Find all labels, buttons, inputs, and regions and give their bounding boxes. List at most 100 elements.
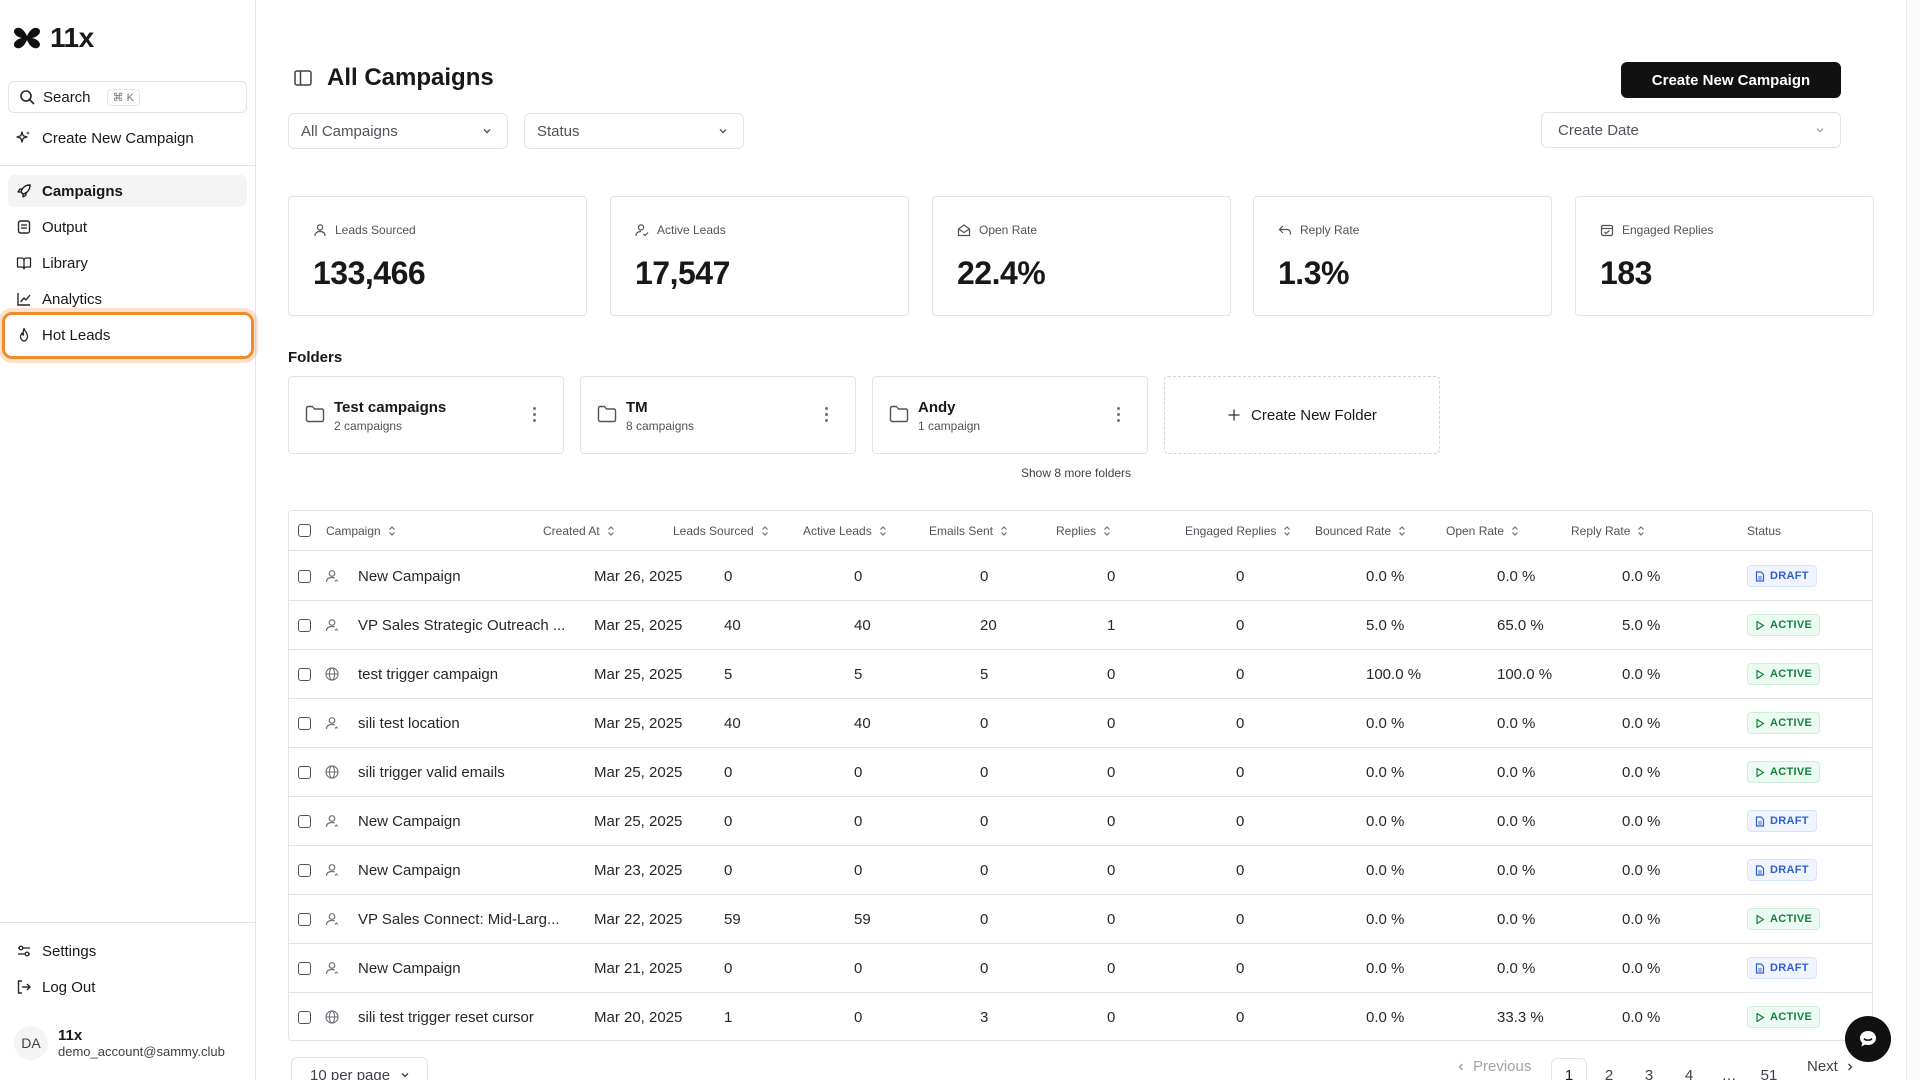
row-checkbox[interactable] [298, 619, 311, 632]
folder-card[interactable]: Test campaigns 2 campaigns [288, 376, 564, 454]
table-cell: Mar 20, 2025 [594, 1009, 683, 1026]
status-badge: ACTIVE [1747, 1006, 1821, 1028]
campaign-name[interactable]: sili test location [358, 715, 460, 732]
table-row[interactable]: New Campaign Mar 21, 2025 0 0 0 0 0 0.0 % 0.0 % 0… [289, 944, 1872, 993]
create-folder-button[interactable]: Create New Folder [1164, 376, 1440, 454]
date-sort-select[interactable]: Create Date [1541, 112, 1841, 148]
sidebar-item-label: Library [42, 254, 88, 272]
page-button-2[interactable]: 2 [1604, 1066, 1614, 1080]
sidebar-create-campaign[interactable]: Create New Campaign [8, 122, 247, 154]
status-badge-label: ACTIVE [1770, 1011, 1813, 1023]
table-row[interactable]: New Campaign Mar 25, 2025 0 0 0 0 0 0.0 % 0.0 % 0… [289, 797, 1872, 846]
column-header[interactable]: Active Leads [803, 524, 888, 538]
campaign-name[interactable]: sili trigger valid emails [358, 764, 505, 781]
row-checkbox[interactable] [298, 864, 311, 877]
sidebar-item-analytics[interactable]: Analytics [8, 283, 247, 315]
table-cell: 0.0 % [1622, 862, 1661, 879]
sidebar-create-label: Create New Campaign [42, 129, 194, 147]
campaign-name[interactable]: test trigger campaign [358, 666, 499, 683]
show-more-folders-link[interactable]: Show 8 more folders [1021, 466, 1132, 480]
sort-icon [1104, 526, 1110, 536]
folder-card[interactable]: TM 8 campaigns [580, 376, 856, 454]
column-header[interactable]: Reply Rate [1571, 524, 1646, 538]
campaign-name[interactable]: VP Sales Strategic Outreach ... [358, 617, 566, 634]
table-row[interactable]: VP Sales Strategic Outreach ... Mar 25, 2… [289, 601, 1872, 650]
row-checkbox[interactable] [298, 717, 311, 730]
table-cell: 65.0 % [1497, 617, 1544, 634]
table-cell: 0 [1236, 1009, 1245, 1026]
play-icon [1756, 718, 1765, 728]
sidebar-toggle-icon[interactable] [293, 68, 313, 88]
row-checkbox[interactable] [298, 570, 311, 583]
page-scrollbar[interactable] [1906, 0, 1920, 1080]
table-row[interactable]: New Campaign Mar 26, 2025 0 0 0 0 0 0.0 % 0.0 % 0… [289, 552, 1872, 601]
page-button-51[interactable]: 51 [1760, 1066, 1778, 1080]
column-header[interactable]: Campaign [326, 524, 397, 538]
search-input[interactable]: Search ⌘ K [8, 81, 247, 113]
row-checkbox[interactable] [298, 962, 311, 975]
column-header[interactable]: Replies [1056, 524, 1112, 538]
more-options-icon[interactable] [1117, 407, 1121, 422]
file-icon [1755, 570, 1765, 582]
column-header[interactable]: Created At [543, 524, 616, 538]
table-cell: 1 [1107, 617, 1116, 634]
campaign-name[interactable]: New Campaign [358, 960, 461, 977]
column-header[interactable]: Engaged Replies [1185, 524, 1292, 538]
column-header[interactable]: Bounced Rate [1315, 524, 1407, 538]
previous-page-button[interactable]: Previous [1455, 1058, 1531, 1075]
table-row[interactable]: sili trigger valid emails Mar 25, 2025 0 0 0… [289, 748, 1872, 797]
page-button-3[interactable]: 3 [1644, 1066, 1654, 1080]
next-page-button[interactable]: Next [1807, 1058, 1856, 1075]
chat-icon [1860, 1031, 1876, 1047]
status-filter-select[interactable]: Status [524, 113, 744, 149]
folders-heading: Folders [288, 349, 343, 366]
row-checkbox[interactable] [298, 815, 311, 828]
more-options-icon[interactable] [825, 407, 829, 422]
row-checkbox[interactable] [298, 913, 311, 926]
page-button-1[interactable]: 1 [1551, 1058, 1587, 1080]
user-profile[interactable]: DA 11x demo_account@sammy.club [14, 1026, 225, 1060]
create-campaign-button[interactable]: Create New Campaign [1621, 62, 1841, 98]
more-options-icon[interactable] [533, 407, 537, 422]
campaign-name[interactable]: sili test trigger reset cursor [358, 1009, 534, 1026]
table-row[interactable]: test trigger campaign Mar 25, 2025 5 5 5 0 0 10… [289, 650, 1872, 699]
logout-button[interactable]: Log Out [8, 971, 247, 1003]
table-row[interactable]: New Campaign Mar 23, 2025 0 0 0 0 0 0.0 % 0.0 % 0… [289, 846, 1872, 895]
table-row[interactable]: sili test location Mar 25, 2025 40 40 0 0 0 0.0… [289, 699, 1872, 748]
campaign-name[interactable]: VP Sales Connect: Mid-Larg... [358, 911, 560, 928]
sidebar-item-campaigns[interactable]: Campaigns [8, 175, 247, 207]
campaigns-filter-select[interactable]: All Campaigns [288, 113, 508, 149]
column-header[interactable]: Emails Sent [929, 524, 1009, 538]
sidebar-item-settings[interactable]: Settings [8, 935, 247, 967]
chart-line-icon [17, 293, 31, 306]
folder-card[interactable]: Andy 1 campaign [872, 376, 1148, 454]
column-header[interactable]: Leads Sourced [673, 524, 770, 538]
campaign-name[interactable]: New Campaign [358, 568, 461, 585]
table-row[interactable]: sili test trigger reset cursor Mar 20, 20… [289, 993, 1872, 1040]
row-checkbox[interactable] [298, 766, 311, 779]
flame-icon [19, 327, 29, 342]
page-button-4[interactable]: 4 [1684, 1066, 1694, 1080]
play-icon [1756, 767, 1765, 777]
chevron-right-icon [1847, 1063, 1853, 1070]
sidebar-item-library[interactable]: Library [8, 247, 247, 279]
row-checkbox[interactable] [298, 668, 311, 681]
column-header-label: Leads Sourced [673, 524, 754, 538]
table-cell: 0 [724, 960, 733, 977]
sidebar-item-output[interactable]: Output [8, 211, 247, 243]
column-header[interactable]: Open Rate [1446, 524, 1520, 538]
table-row[interactable]: VP Sales Connect: Mid-Larg... Mar 22, 202… [289, 895, 1872, 944]
brand-logo[interactable]: 11x [12, 22, 94, 54]
chat-support-button[interactable] [1845, 1016, 1891, 1062]
table-cell: 0.0 % [1366, 862, 1405, 879]
row-checkbox[interactable] [298, 1011, 311, 1024]
campaign-name[interactable]: New Campaign [358, 813, 461, 830]
folder-count: 2 campaigns [334, 419, 403, 433]
brand-name: 11x [50, 22, 94, 53]
sidebar-divider [0, 165, 255, 166]
campaign-name[interactable]: New Campaign [358, 862, 461, 879]
per-page-select[interactable]: 10 per page [291, 1057, 428, 1080]
select-all-checkbox[interactable] [298, 524, 311, 537]
stat-value: 17,547 [635, 255, 730, 291]
sidebar-item-hot-leads[interactable]: Hot Leads [8, 319, 247, 351]
